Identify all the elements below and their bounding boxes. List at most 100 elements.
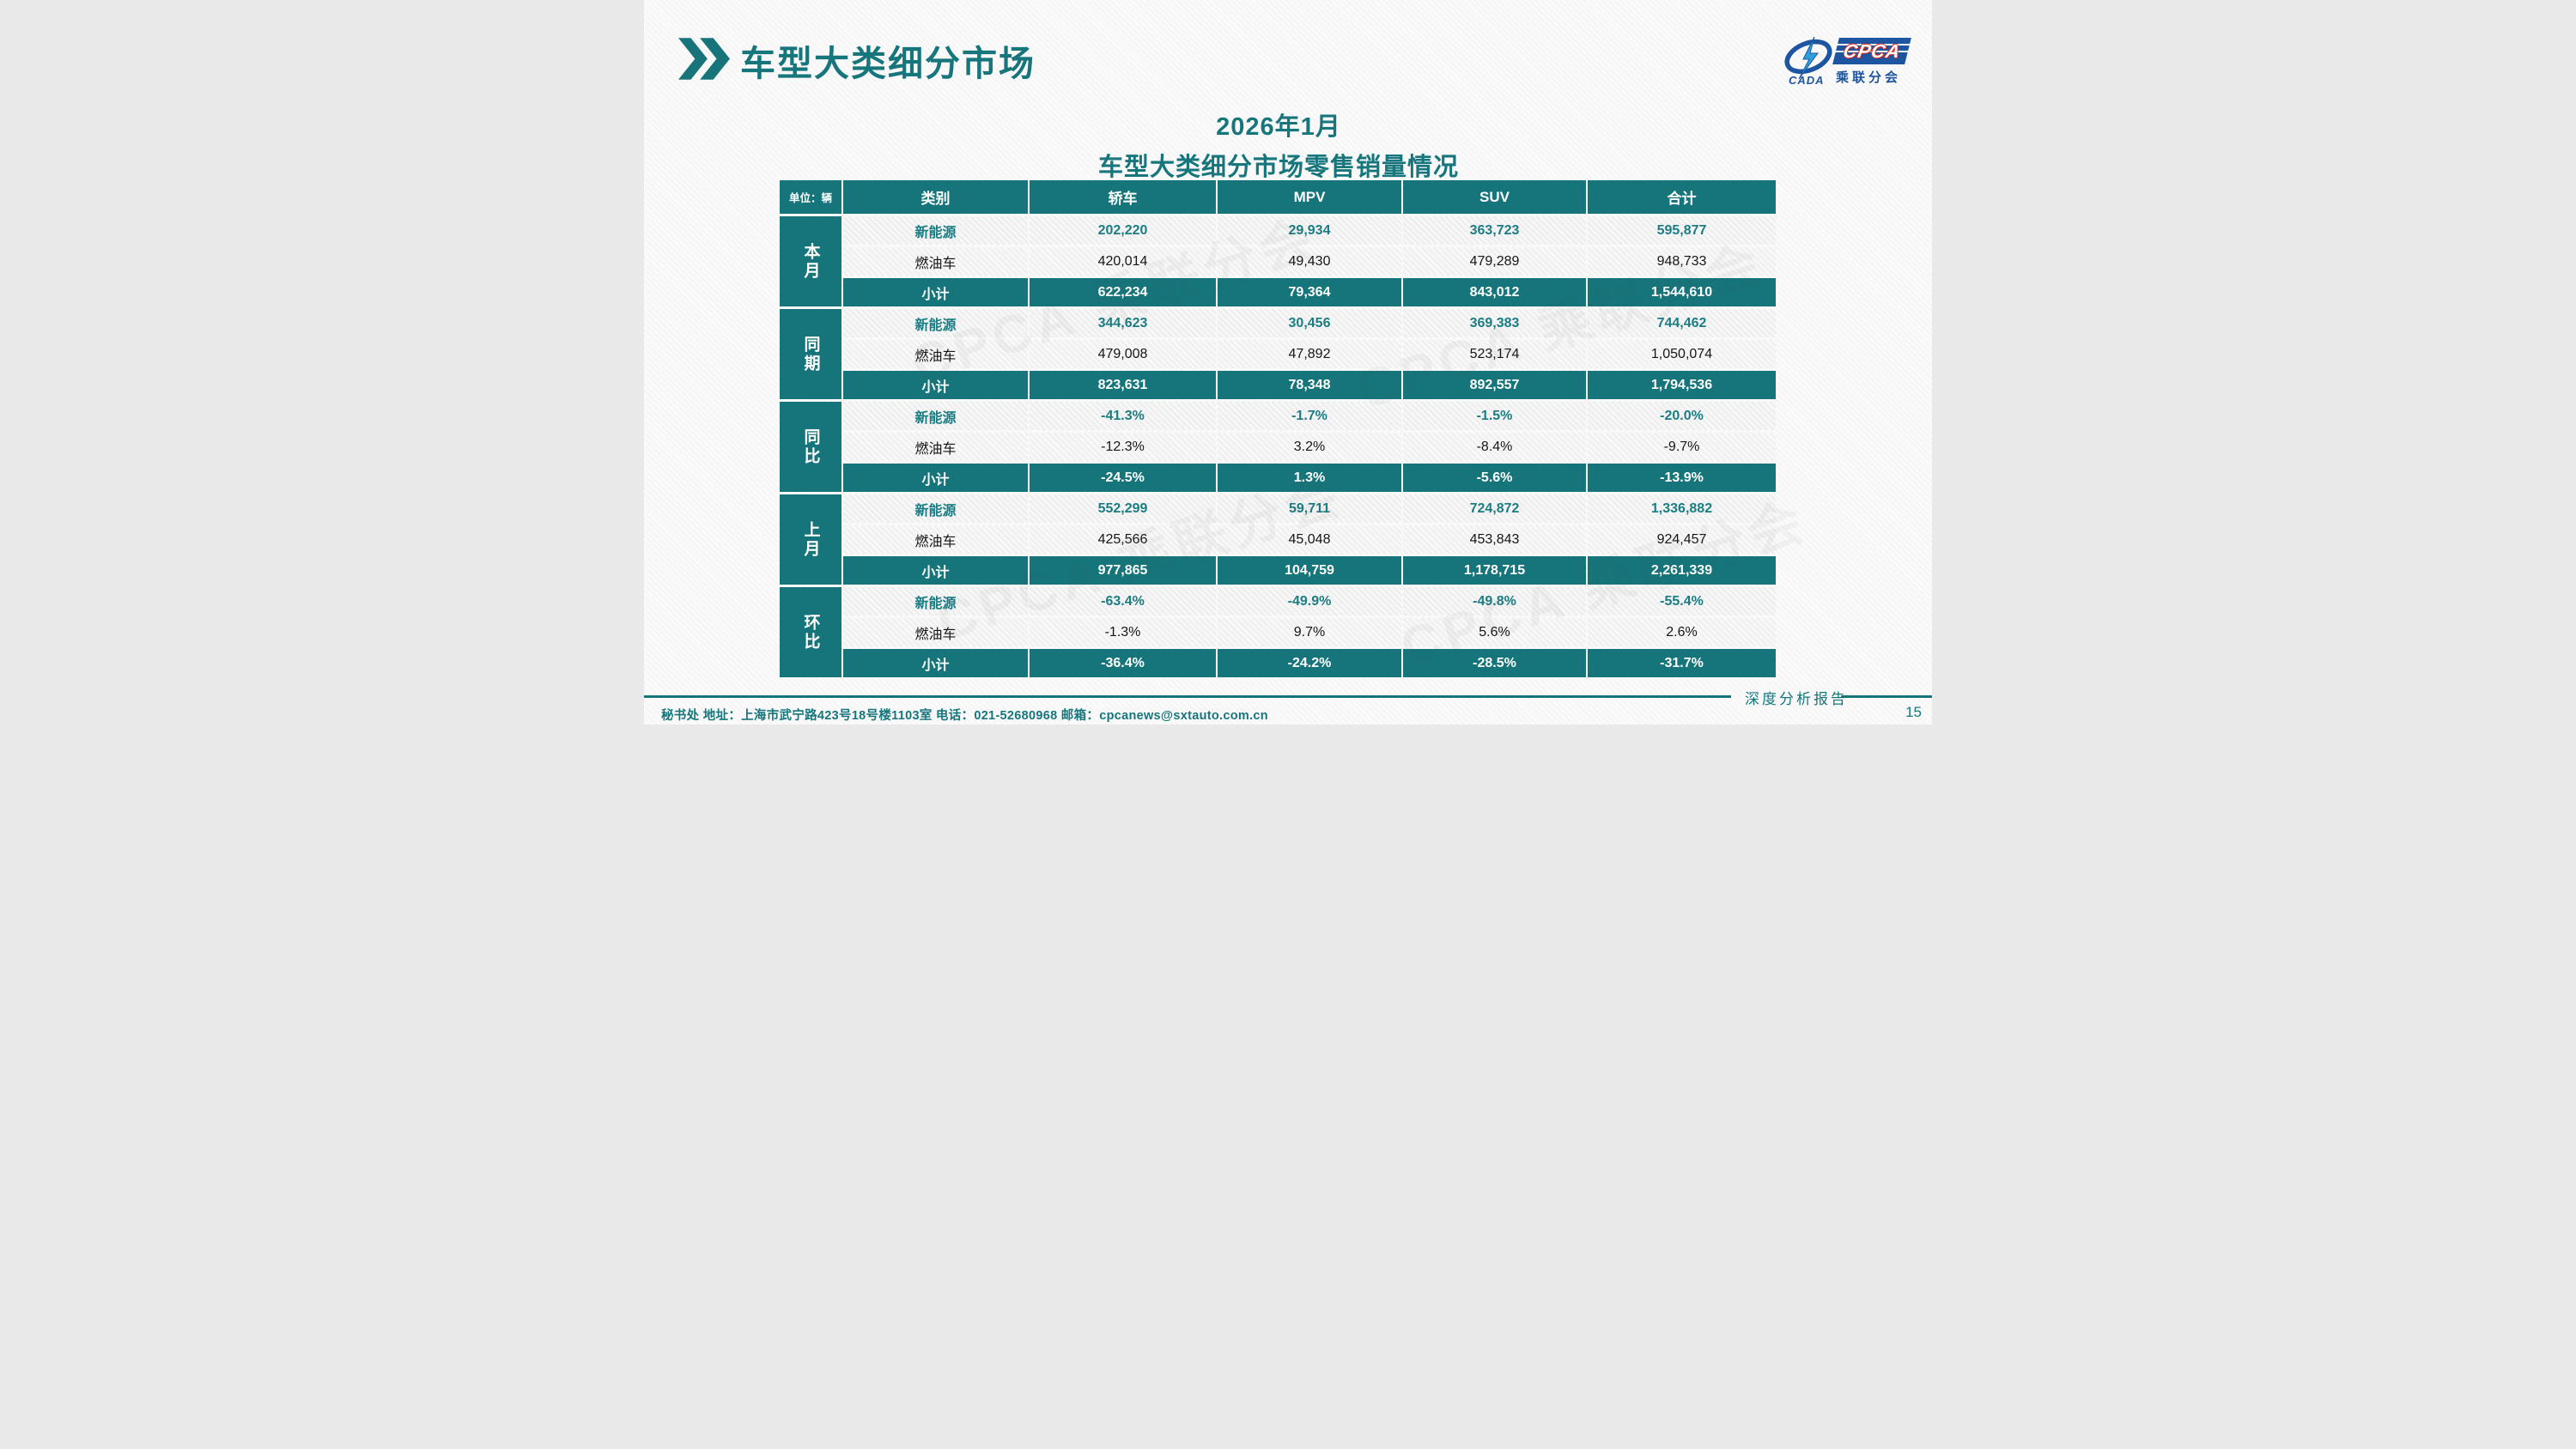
group-label-current-month: 本月 [780,216,841,306]
row-label: 新能源 [843,216,1028,245]
col-header-sedan: 轿车 [1030,180,1216,214]
cada-logo-icon: CADA [1784,36,1832,87]
table-cell: 363,723 [1403,216,1586,245]
table-cell: 744,462 [1588,309,1776,337]
table-cell: 1,336,882 [1588,494,1776,523]
table-cell: 2,261,339 [1588,556,1776,585]
cada-text: CADA [1789,74,1825,87]
table-cell: -49.8% [1403,587,1586,615]
table-cell: 1,050,074 [1588,340,1776,368]
table-cell: 892,557 [1403,371,1586,399]
table-cell: 622,234 [1030,278,1216,306]
table-cell: 1,544,610 [1588,278,1776,306]
row-label: 小计 [843,278,1028,306]
table-title-line2: 车型大类细分市场零售销量情况 [1097,154,1459,181]
col-header-suv: SUV [1403,180,1586,214]
table-cell: 104,759 [1218,556,1401,585]
table-cell: -1.3% [1030,618,1216,646]
table-cell: -13.9% [1588,464,1776,492]
table-cell: 30,456 [1218,309,1401,337]
table-cell: -1.7% [1218,402,1401,430]
table-cell: 724,872 [1403,494,1586,523]
unit-label: 单位：辆 [780,180,841,214]
table-cell: 5.6% [1403,618,1586,646]
table-cell: 78,348 [1218,371,1401,399]
row-label: 燃油车 [843,618,1028,646]
cpca-badge: CPCA [1832,38,1911,64]
cpca-logo: CADA CPCA 乘联分会 [1783,36,1911,88]
double-chevron-icon [678,38,730,80]
row-label: 新能源 [843,309,1028,337]
table-cell: -12.3% [1030,433,1216,461]
row-label: 小计 [843,464,1028,492]
footer-contact-text: 秘书处 地址：上海市武宁路423号18号楼1103室 电话：021-526809… [661,709,1100,723]
table-cell: 369,383 [1403,309,1586,337]
row-label: 新能源 [843,587,1028,615]
table-cell: 49,430 [1218,247,1401,276]
group-label-mom: 环比 [780,587,841,677]
table-cell: 823,631 [1030,371,1216,399]
table-cell: -28.5% [1403,649,1586,677]
table-cell: -41.3% [1030,402,1216,430]
table-cell: 977,865 [1030,556,1216,585]
row-label: 小计 [843,371,1028,399]
table-cell: -63.4% [1030,587,1216,615]
page-title: 车型大类细分市场 [740,44,1036,83]
table-cell: -20.0% [1588,402,1776,430]
table-cell: 47,892 [1218,340,1401,368]
table-cell: 948,733 [1588,247,1776,276]
table-cell: 9.7% [1218,618,1401,646]
table-cell: 425,566 [1030,525,1216,554]
row-label: 燃油车 [843,247,1028,276]
row-label: 新能源 [843,402,1028,430]
cpca-subtitle: 乘联分会 [1836,70,1902,85]
table-cell: 344,623 [1030,309,1216,337]
table-cell: -9.7% [1588,433,1776,461]
page-number: 15 [1905,704,1922,720]
table-cell: 1.3% [1218,464,1401,492]
table-cell: 595,877 [1588,216,1776,245]
slide: 车型大类细分市场 CADA CPCA 乘联分会 2026年1月 车型大类细分市场… [644,0,1932,724]
row-label: 小计 [843,556,1028,585]
row-label: 新能源 [843,494,1028,523]
sales-table: 单位：辆 类别 轿车 MPV SUV 合计 本月 新能源 202,220 29,… [780,180,1776,677]
row-label: 燃油车 [843,340,1028,368]
table-cell: 1,178,715 [1403,556,1586,585]
table-cell: -8.4% [1403,433,1586,461]
col-header-category: 类别 [843,180,1028,214]
row-label: 燃油车 [843,433,1028,461]
table-cell: 453,843 [1403,525,1586,554]
table-cell: 924,457 [1588,525,1776,554]
table-cell: -24.5% [1030,464,1216,492]
table-cell: 29,934 [1218,216,1401,245]
table-cell: 202,220 [1030,216,1216,245]
group-label-last-month: 上月 [780,494,841,585]
table-cell: 420,014 [1030,247,1216,276]
footer-report-title: 深度分析报告 [1745,691,1848,708]
table-cell: -24.2% [1218,649,1401,677]
table-title-line1: 2026年1月 [1216,113,1341,141]
table-cell: 2.6% [1588,618,1776,646]
col-header-total: 合计 [1588,180,1776,214]
table-cell: 3.2% [1218,433,1401,461]
table-cell: 79,364 [1218,278,1401,306]
footer-divider-right [1841,695,1932,698]
table-cell: -5.6% [1403,464,1586,492]
table-title: 2026年1月 车型大类细分市场零售销量情况 [780,106,1777,183]
cpca-text: CPCA [1841,39,1903,62]
table-cell: 552,299 [1030,494,1216,523]
footer-contact: 秘书处 地址：上海市武宁路423号18号楼1103室 电话：021-526809… [661,706,1268,724]
table-cell: -36.4% [1030,649,1216,677]
table-cell: 479,008 [1030,340,1216,368]
table-cell: 479,289 [1403,247,1586,276]
footer-email-link[interactable]: cpcanews@sxtauto.com.cn [1099,709,1268,723]
table-cell: -49.9% [1218,587,1401,615]
table-cell: -55.4% [1588,587,1776,615]
table-cell: 1,794,536 [1588,371,1776,399]
table-cell: 843,012 [1403,278,1586,306]
table-cell: 59,711 [1218,494,1401,523]
row-label: 燃油车 [843,525,1028,554]
table-cell: -1.5% [1403,402,1586,430]
table-cell: 523,174 [1403,340,1586,368]
col-header-mpv: MPV [1218,180,1401,214]
